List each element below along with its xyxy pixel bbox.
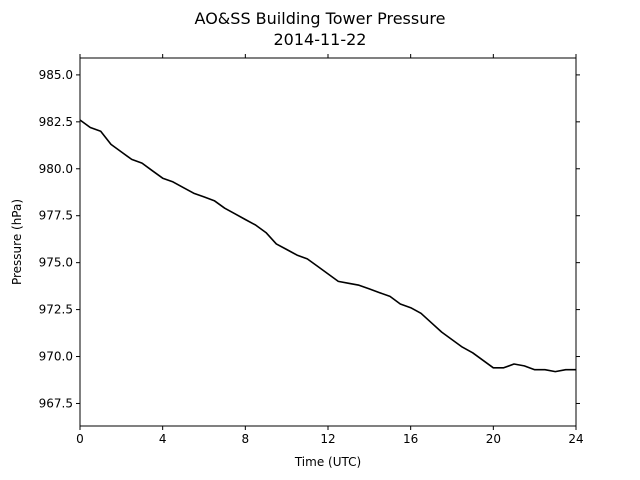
y-tick-label: 970.0 [39, 350, 73, 364]
x-tick-label: 24 [568, 432, 583, 446]
y-tick-label: 985.0 [39, 68, 73, 82]
x-axis-label: Time (UTC) [294, 455, 361, 469]
y-tick-label: 967.5 [39, 396, 73, 410]
y-axis-label: Pressure (hPa) [10, 199, 24, 285]
x-tick-label: 20 [486, 432, 501, 446]
y-tick-label: 982.5 [39, 115, 73, 129]
x-tick-label: 8 [242, 432, 250, 446]
plot-area [79, 119, 576, 373]
x-tick-label: 16 [403, 432, 418, 446]
y-tick-label: 972.5 [39, 303, 73, 317]
x-tick-label: 0 [76, 432, 84, 446]
axis-ticks: 0 4 8 12 16 20 24 967.5 970.0 972.5 975.0 977.5 980.… [39, 54, 584, 446]
chart-title: AO&SS Building Tower Pressure [195, 9, 446, 28]
pressure-series-line [79, 119, 576, 373]
y-tick-label: 977.5 [39, 209, 73, 223]
y-tick-label: 980.0 [39, 162, 73, 176]
x-tick-label: 12 [320, 432, 335, 446]
chart-subtitle: 2014-11-22 [274, 30, 367, 49]
plot-frame [79, 57, 577, 427]
x-tick-label: 4 [159, 432, 167, 446]
y-tick-label: 975.0 [39, 256, 73, 270]
